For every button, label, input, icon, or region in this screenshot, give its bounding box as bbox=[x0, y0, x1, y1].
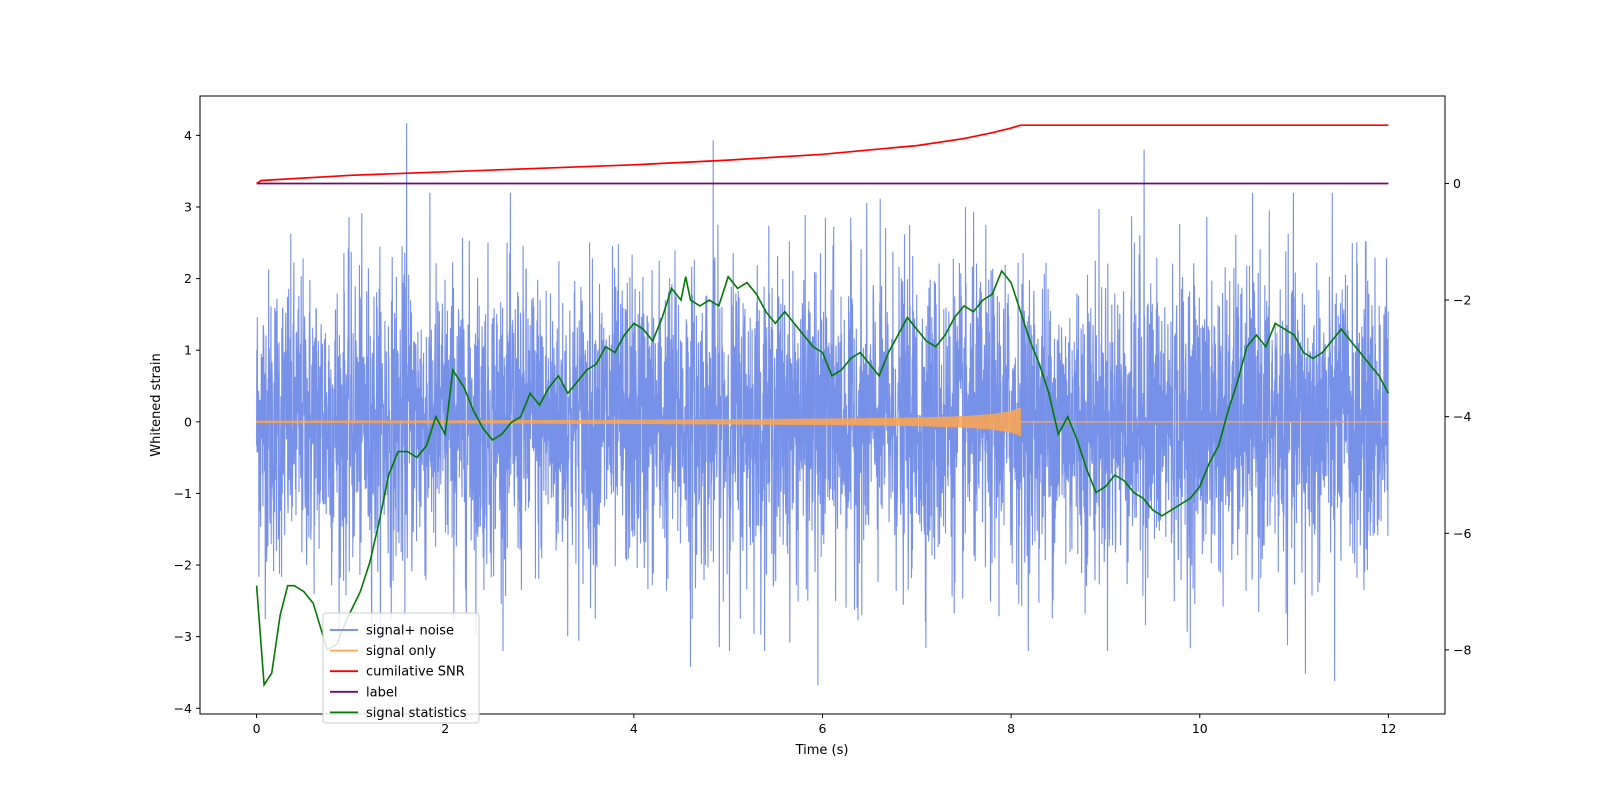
legend: signal+ noise signal only cumilative SNR la… bbox=[322, 612, 480, 724]
legend-entry: signal statistics bbox=[366, 706, 467, 721]
series-signal-only bbox=[256, 407, 1022, 437]
y-right-tick-label: −2 bbox=[1453, 293, 1471, 308]
legend-entry: signal+ noise bbox=[366, 624, 454, 639]
y-tick-label: 4 bbox=[184, 128, 192, 143]
x-tick-label: 2 bbox=[441, 721, 449, 736]
x-tick-label: 4 bbox=[630, 721, 638, 736]
legend-box bbox=[322, 612, 480, 724]
y-tick-label: −3 bbox=[174, 629, 192, 644]
series-signal-noise bbox=[256, 123, 1389, 686]
y-tick-label: 0 bbox=[184, 414, 192, 429]
x-axis-label: Time (s) bbox=[795, 743, 849, 758]
y-tick-label: 3 bbox=[184, 199, 192, 214]
y-right-tick-label: −4 bbox=[1453, 409, 1471, 424]
series-signal-statistics bbox=[255, 269, 1390, 688]
x-tick-label: 8 bbox=[1007, 721, 1015, 736]
legend-entry: label bbox=[366, 685, 397, 700]
y-axis-right: −8 −6 −4 −2 0 bbox=[1445, 176, 1471, 657]
series-cumulative-snr bbox=[256, 124, 1389, 185]
plot-area bbox=[255, 123, 1390, 688]
legend-entry: cumilative SNR bbox=[366, 665, 465, 680]
x-tick-label: 12 bbox=[1380, 721, 1396, 736]
y-right-tick-label: −6 bbox=[1453, 526, 1471, 541]
y-right-tick-label: −8 bbox=[1453, 642, 1471, 657]
y-right-tick-label: 0 bbox=[1453, 176, 1461, 191]
x-tick-label: 0 bbox=[253, 721, 261, 736]
y-tick-label: 1 bbox=[184, 343, 192, 358]
y-axis-label: Whitened strain bbox=[149, 353, 164, 456]
y-axis-left: −4 −3 −2 −1 0 1 2 3 4 bbox=[174, 128, 200, 716]
y-tick-label: 2 bbox=[184, 271, 192, 286]
y-tick-label: −4 bbox=[174, 701, 192, 716]
y-tick-label: −1 bbox=[174, 486, 192, 501]
legend-entry: signal only bbox=[366, 644, 436, 659]
x-tick-label: 6 bbox=[819, 721, 827, 736]
x-tick-label: 10 bbox=[1192, 721, 1208, 736]
y-tick-label: −2 bbox=[174, 558, 192, 573]
